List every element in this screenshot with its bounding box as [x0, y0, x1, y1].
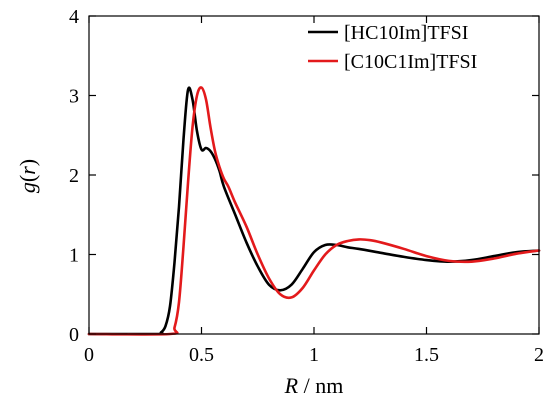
x-tick-label: 2: [534, 344, 544, 366]
x-axis-title: R / nm: [284, 373, 344, 398]
series-line-1: [87, 86, 541, 336]
legend-label-c10c1im: [C10C1Im]TFSI: [344, 51, 477, 73]
x-ticks: 0 0.5 1 1.5 2: [84, 16, 544, 366]
y-tick-label: 1: [69, 245, 79, 267]
y-tick-label: 2: [69, 165, 79, 187]
x-tick-label: 1: [309, 344, 319, 366]
y-axis-paren-open: (: [15, 175, 40, 182]
y-ticks: 0 1 2 3 4: [69, 6, 539, 346]
y-tick-label: 3: [69, 86, 79, 108]
y-axis-argument: r: [15, 166, 40, 175]
x-tick-label: 0.5: [189, 344, 214, 366]
legend-label-hc10im: [HC10Im]TFSI: [344, 22, 468, 44]
x-tick-label: 0: [84, 344, 94, 366]
x-axis-variable: R: [284, 373, 299, 398]
y-axis-title: g(r): [15, 159, 40, 193]
x-tick-label: 1.5: [414, 344, 439, 366]
series-line-0: [87, 86, 541, 336]
y-tick-label: 4: [69, 6, 79, 28]
legend: [HC10Im]TFSI [C10C1Im]TFSI: [308, 22, 477, 73]
y-tick-label: 0: [69, 324, 79, 346]
series-lines: [87, 86, 541, 336]
y-axis-paren-close: ): [15, 159, 40, 166]
x-axis-unit: / nm: [298, 373, 343, 398]
y-axis-variable: g: [15, 182, 40, 193]
